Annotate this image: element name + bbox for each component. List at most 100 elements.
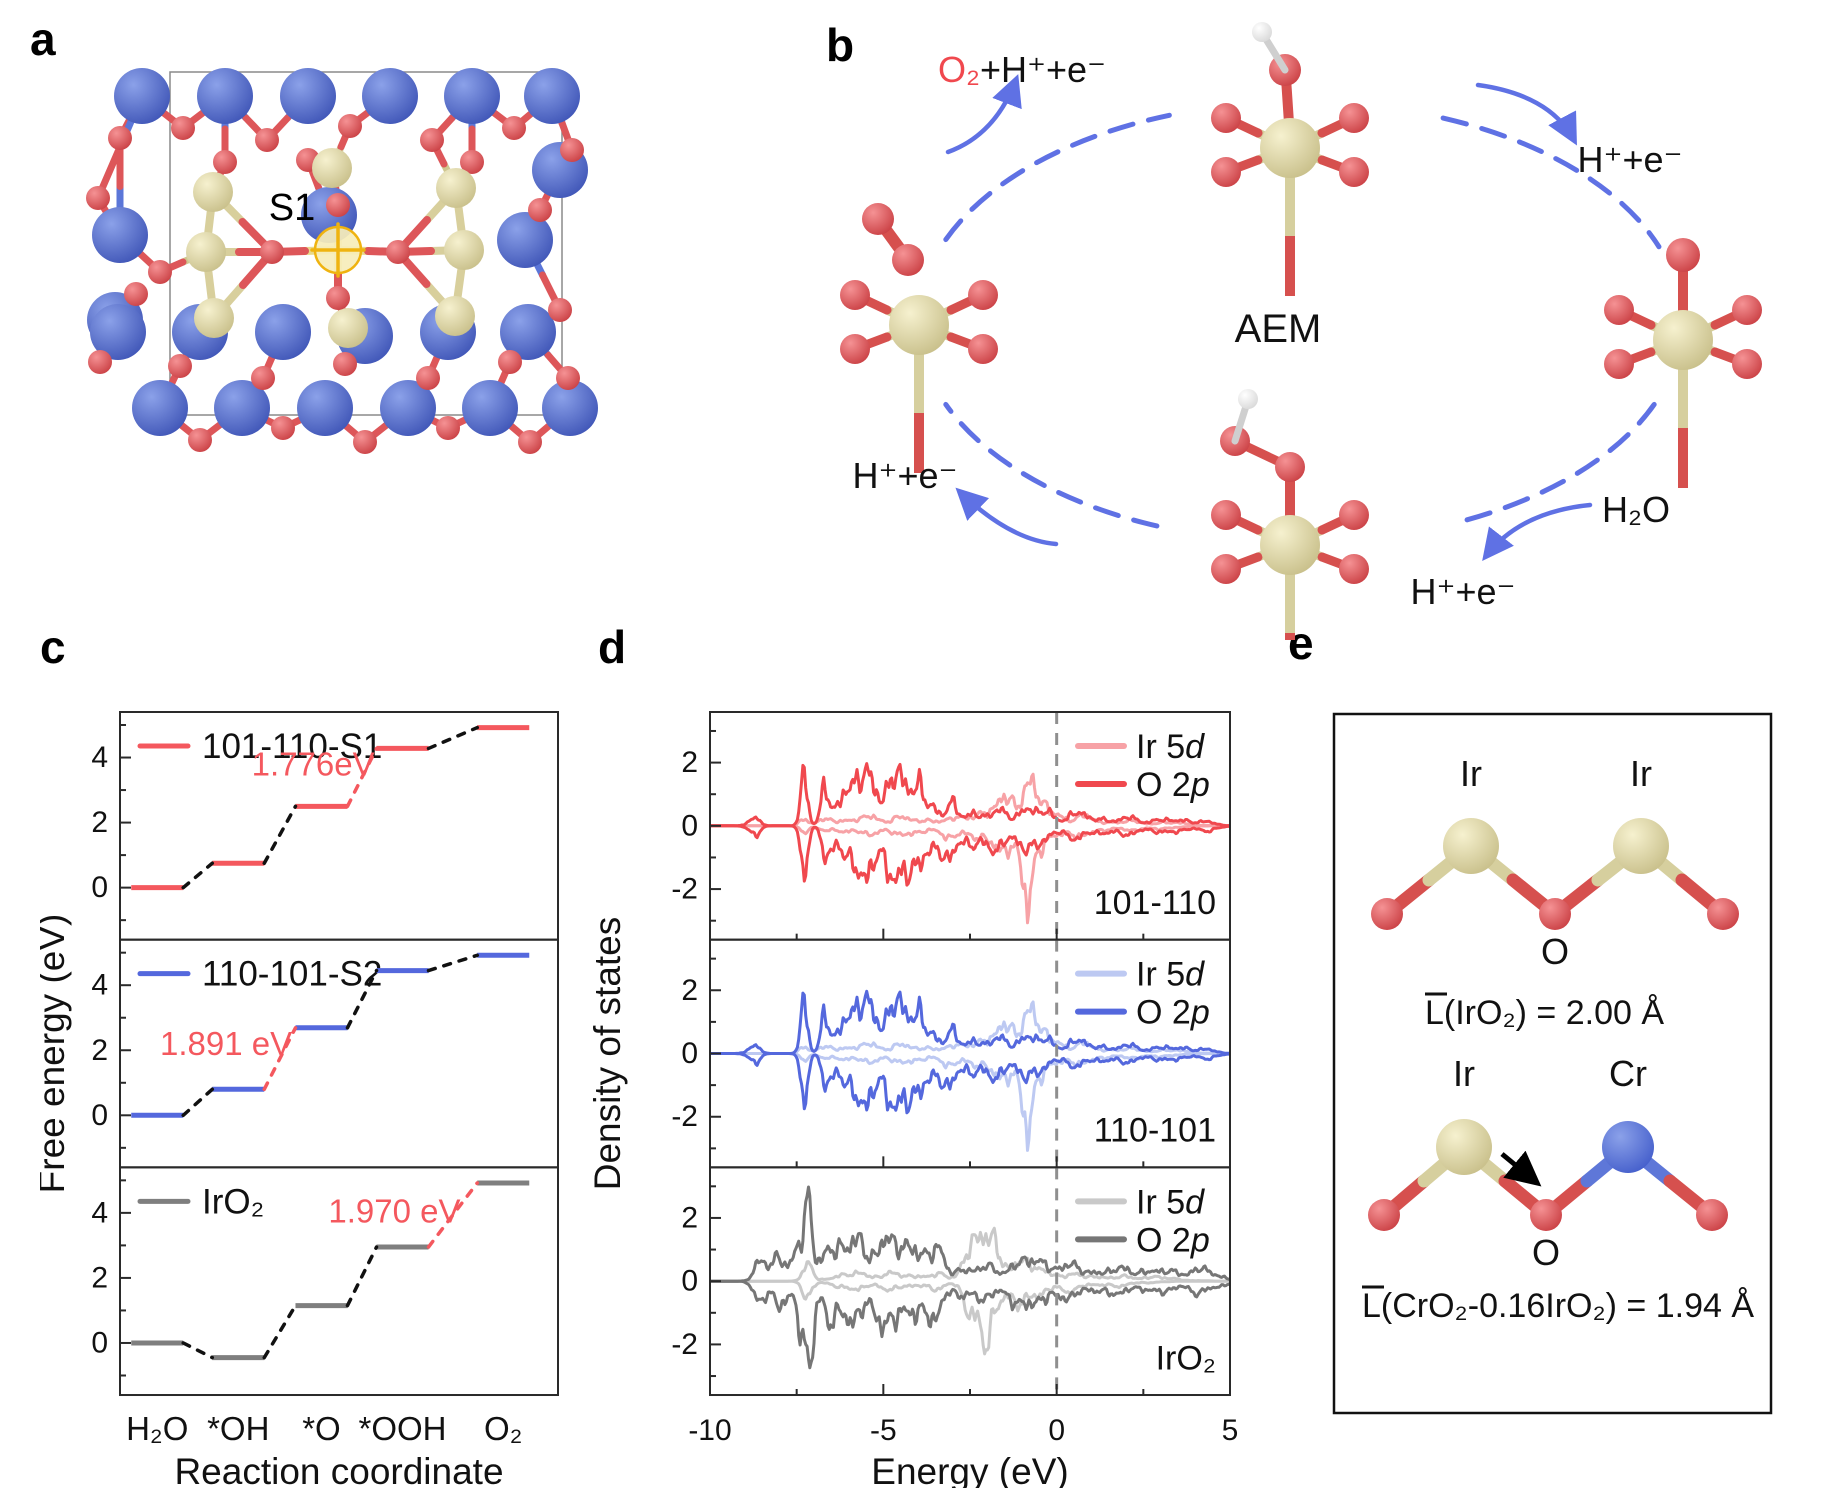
o2-release-label: O₂+H⁺+e⁻: [938, 49, 1106, 90]
molecule-o2: [862, 203, 924, 276]
metal-atom-blue: [380, 380, 436, 436]
iridium-atom: [435, 296, 475, 336]
oxygen-atom: [498, 350, 522, 374]
y-tick-label: 0: [91, 1099, 108, 1132]
oxygen-atom: [171, 116, 195, 140]
dos-curves-101-110: [710, 762, 1230, 925]
oxygen-atom: [255, 128, 279, 152]
oxygen-atom: [1604, 349, 1634, 379]
subplot-name-label: 101-110: [1094, 884, 1216, 922]
panel-b-aem-cycle: O₂+H⁺+e⁻ H⁺+e⁻ H⁺+e⁻ H⁺+e⁻ H₂O AEM: [840, 22, 1762, 640]
step-connector: [426, 725, 479, 751]
oxygen-atom: [1275, 452, 1305, 482]
oxygen-atom: [1732, 349, 1762, 379]
oxygen-atom: [528, 198, 552, 222]
y-tick-label: 0: [681, 809, 698, 842]
arrow-proton-top-right: [1475, 82, 1577, 146]
dashed-cycle-ring: [1452, 401, 1657, 526]
water-label: H₂O: [1602, 489, 1670, 530]
metal-atom-blue: [500, 304, 556, 360]
dos-curve-O 2p: [710, 1279, 1230, 1370]
iridium-atom: [186, 232, 226, 272]
bond-length-box: [1332, 712, 1773, 1415]
oxygen-atom: [1339, 157, 1369, 187]
oxygen-atom: [271, 416, 295, 440]
dos-curve-O 2p: [710, 1052, 1230, 1115]
barrier-connector: [345, 746, 379, 809]
cr-atom: [1602, 1121, 1654, 1173]
atom-label: Cr: [1609, 1053, 1647, 1094]
y-tick-label: 2: [91, 1261, 108, 1294]
metal-atom-blue: [197, 68, 253, 124]
o-atom: [1696, 1199, 1728, 1231]
dashed-cycle-ring: [943, 401, 1160, 529]
x-category-label: *O: [302, 1410, 341, 1447]
metal-atom-blue: [214, 380, 270, 436]
charge-transfer-arrow: [1500, 1150, 1542, 1187]
ir-atom: [1613, 818, 1669, 874]
metal-atom-blue: [255, 304, 311, 360]
oxygen-atom: [1211, 500, 1241, 530]
oxygen-atom: [502, 116, 526, 140]
atom-label: O: [1541, 931, 1569, 972]
y-tick-label: 0: [91, 1326, 108, 1359]
unit-cell-frame: [169, 71, 563, 416]
x-axis-title: Reaction coordinate: [174, 1451, 503, 1488]
oxygen-atom: [1211, 554, 1241, 584]
step-connector: [345, 968, 379, 1030]
oxygen-atom: [1732, 295, 1762, 325]
x-category-label: H₂O: [126, 1410, 188, 1447]
oxygen-atom: [86, 186, 110, 210]
oxygen-atom: [436, 416, 460, 440]
dos-curve-Ir 5d: [710, 1226, 1230, 1283]
step-connector: [181, 1087, 215, 1118]
iridium-atom: [194, 298, 234, 338]
oxygen-atom: [338, 114, 362, 138]
atom-label: Ir: [1453, 1053, 1475, 1094]
oxygen-atom: [213, 150, 237, 174]
metal-atom-blue: [92, 207, 148, 263]
molecule-oxo: [1604, 238, 1762, 488]
iridium-atom: [436, 168, 476, 208]
legend-label: IrO₂: [202, 1182, 264, 1221]
step-connector: [345, 1245, 379, 1308]
oxygen-atom: [168, 354, 192, 378]
iridium-atom: [1260, 515, 1320, 575]
zigzag-molecule: Ir Cr O: [1368, 1053, 1728, 1273]
atom-label: Ir: [1630, 753, 1652, 794]
y-tick-label: 0: [91, 871, 108, 904]
oxygen-atom: [386, 240, 410, 264]
barrier-energy-label: 1.970 eV: [328, 1193, 460, 1230]
y-tick-label: 4: [91, 741, 108, 774]
step-connector: [181, 861, 215, 890]
panel-label-b: b: [826, 19, 855, 71]
subplot-name-label: IrO₂: [1156, 1339, 1216, 1377]
atom-label: O: [1532, 1232, 1560, 1273]
iridium-atom: [193, 172, 233, 212]
oxygen-atom: [1211, 103, 1241, 133]
x-tick-label: 0: [1048, 1414, 1065, 1447]
legend-label: 101-110-S1: [202, 727, 382, 766]
subplot-frame: [119, 1166, 559, 1397]
oxygen-atom: [1339, 554, 1369, 584]
panel-a-crystal-structure: S1: [86, 68, 598, 454]
metal-atom-blue: [114, 68, 170, 124]
oxygen-atom: [108, 126, 132, 150]
legend-label: O 2p: [1136, 766, 1210, 804]
oxygen-atom: [460, 150, 484, 174]
oxygen-atom: [1211, 157, 1241, 187]
dos-curve-O 2p: [710, 1185, 1230, 1283]
legend-label: 110-101-S2: [202, 955, 382, 994]
y-axis-title: Density of states: [590, 917, 628, 1191]
hydrogen-atom: [1252, 22, 1272, 42]
y-tick-label: -2: [671, 873, 698, 906]
oxygen-atom: [892, 244, 924, 276]
oxygen-atom: [326, 286, 350, 310]
x-category-label: *OH: [207, 1410, 269, 1447]
molecule-ooh: [1211, 389, 1369, 640]
zigzag-molecule: Ir Ir O: [1371, 753, 1739, 972]
y-tick-label: 2: [681, 1201, 698, 1234]
oxygen-atom: [420, 128, 444, 152]
ir-atom: [1436, 1119, 1492, 1175]
